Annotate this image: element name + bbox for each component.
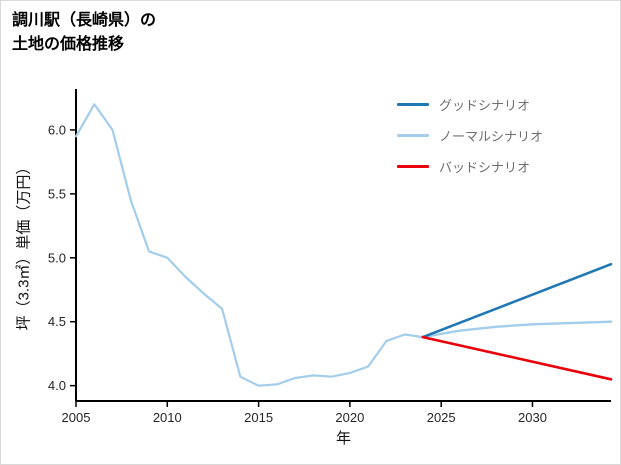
x-tick-label: 2010	[153, 410, 182, 425]
chart-title: 調川駅（長崎県）の 土地の価格推移	[12, 9, 156, 57]
legend-item-bad: バッドシナリオ	[397, 157, 543, 176]
legend-label-good: グッドシナリオ	[439, 98, 531, 113]
x-tick-label: 2005	[62, 410, 91, 425]
chart-title-line1: 調川駅（長崎県）の	[12, 12, 157, 29]
y-axis-label: 坪（3.3㎡）単価（万円）	[15, 159, 33, 331]
legend-label-bad: バッドシナリオ	[439, 160, 531, 175]
y-tick-label: 4.0	[48, 378, 66, 393]
x-axis-label: 年	[335, 430, 351, 447]
legend: グッドシナリオ ノーマルシナリオ バッドシナリオ	[397, 95, 543, 176]
legend-item-good: グッドシナリオ	[397, 95, 543, 114]
legend-item-normal: ノーマルシナリオ	[397, 126, 543, 145]
legend-line-normal-icon	[397, 134, 429, 137]
x-tick-label: 2020	[335, 410, 364, 425]
legend-line-good-icon	[397, 103, 429, 106]
x-tick-label: 2025	[427, 410, 456, 425]
series-line-3	[421, 335, 613, 381]
y-tick-label: 5.0	[48, 250, 66, 265]
chart-title-line2: 土地の価格推移	[12, 36, 125, 53]
y-tick-label: 5.5	[48, 186, 66, 201]
series-line-2	[421, 262, 613, 339]
series-line-1	[421, 320, 613, 339]
y-tick-label: 6.0	[48, 122, 66, 137]
y-tick-label: 4.5	[48, 314, 66, 329]
x-tick-label: 2015	[244, 410, 273, 425]
legend-line-bad-icon	[397, 165, 429, 168]
legend-label-normal: ノーマルシナリオ	[439, 129, 544, 144]
series-line-0	[74, 103, 424, 387]
x-tick-label: 2030	[518, 410, 547, 425]
